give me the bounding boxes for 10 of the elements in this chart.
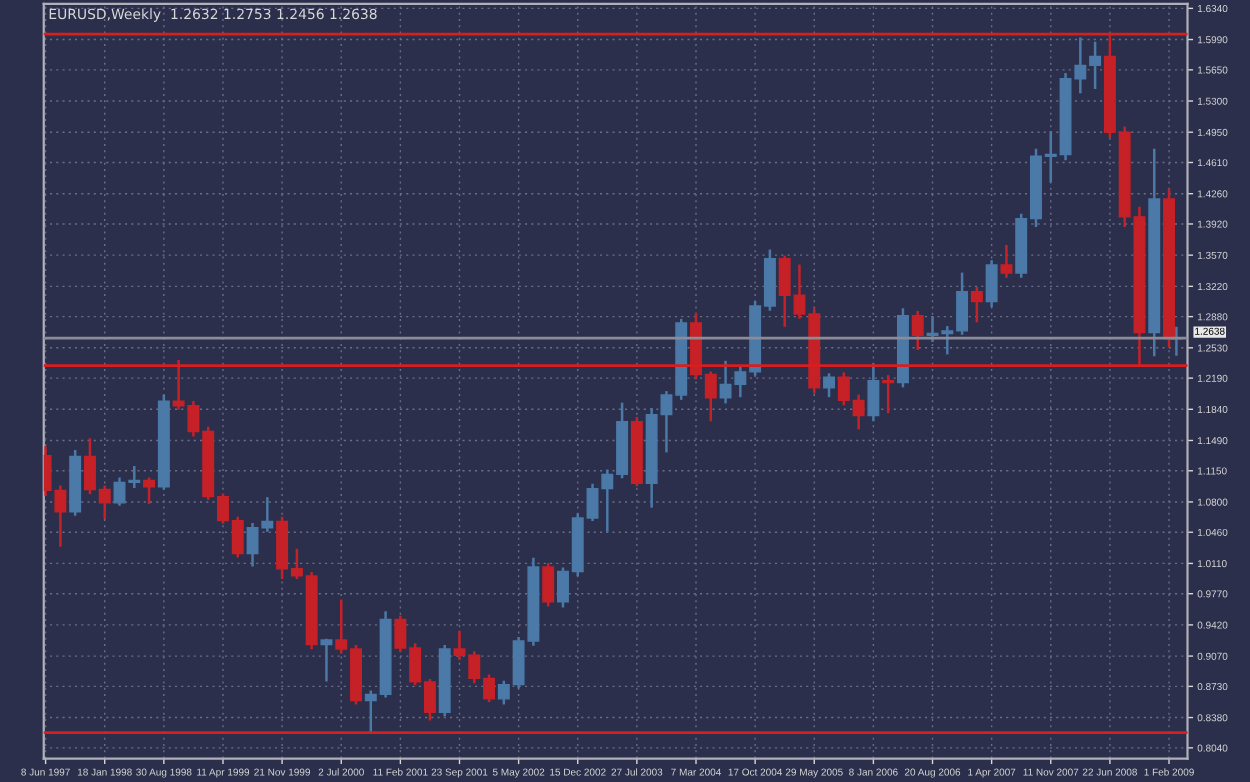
candlestick xyxy=(823,373,836,398)
candlestick xyxy=(985,260,998,308)
candlestick xyxy=(1000,245,1013,278)
candlestick xyxy=(542,563,555,607)
candlestick xyxy=(867,363,880,422)
candlestick xyxy=(911,310,924,350)
candlestick xyxy=(320,638,333,682)
candlestick xyxy=(970,286,983,323)
candlestick xyxy=(882,375,895,414)
candlestick xyxy=(143,477,156,505)
